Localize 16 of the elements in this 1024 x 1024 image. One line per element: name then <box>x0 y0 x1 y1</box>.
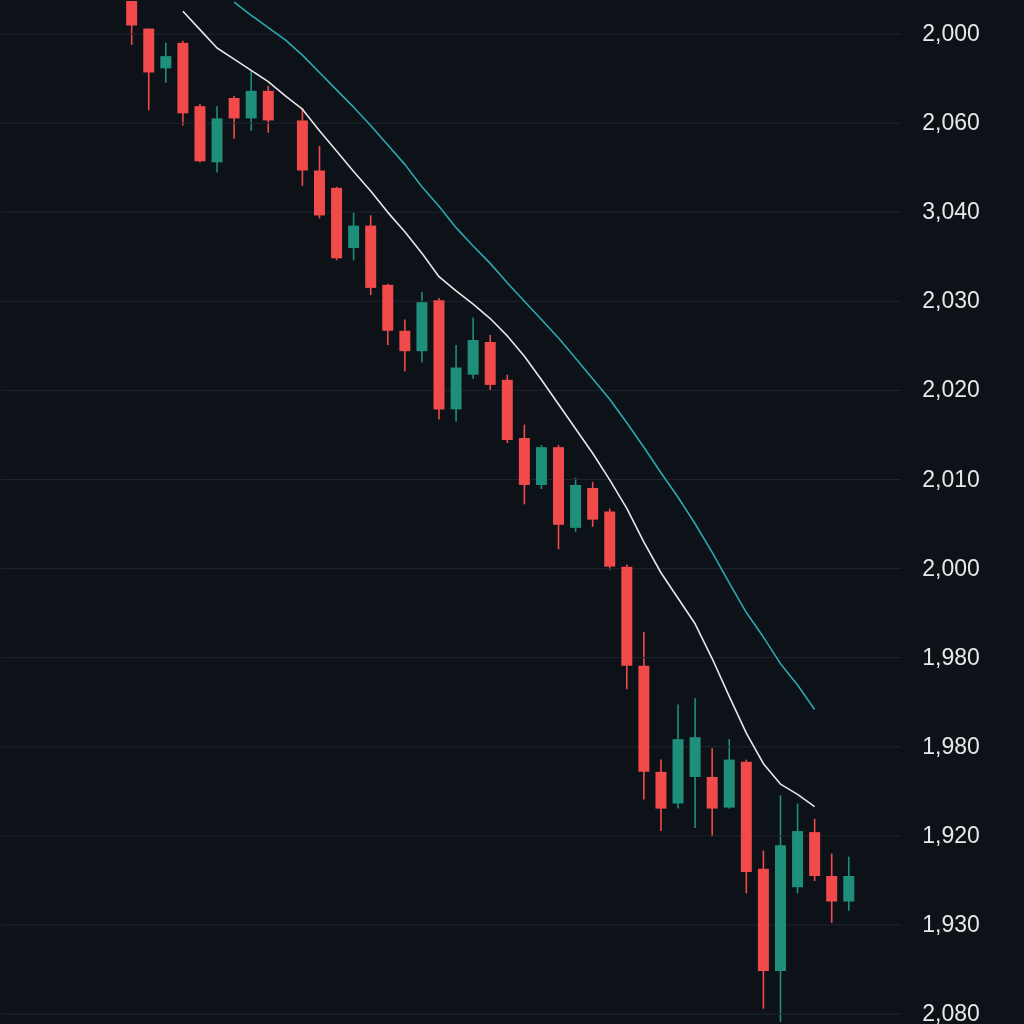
candlestick <box>348 211 360 262</box>
text: 2,060 <box>922 109 980 136</box>
text: 1,980 <box>922 732 980 759</box>
candlestick <box>228 95 240 140</box>
text: 2,080 <box>922 1000 980 1024</box>
text: 2,000 <box>922 20 980 46</box>
text: 1,920 <box>922 821 980 848</box>
text: 2,020 <box>922 376 980 403</box>
text: 1,980 <box>922 643 980 670</box>
text: 2,000 <box>922 554 980 581</box>
text: 2,030 <box>922 287 980 314</box>
candlestick <box>160 42 172 84</box>
text: 3,040 <box>922 198 980 225</box>
candlestick <box>399 318 411 373</box>
text: 1,930 <box>922 911 980 937</box>
text: 2,010 <box>922 465 980 492</box>
